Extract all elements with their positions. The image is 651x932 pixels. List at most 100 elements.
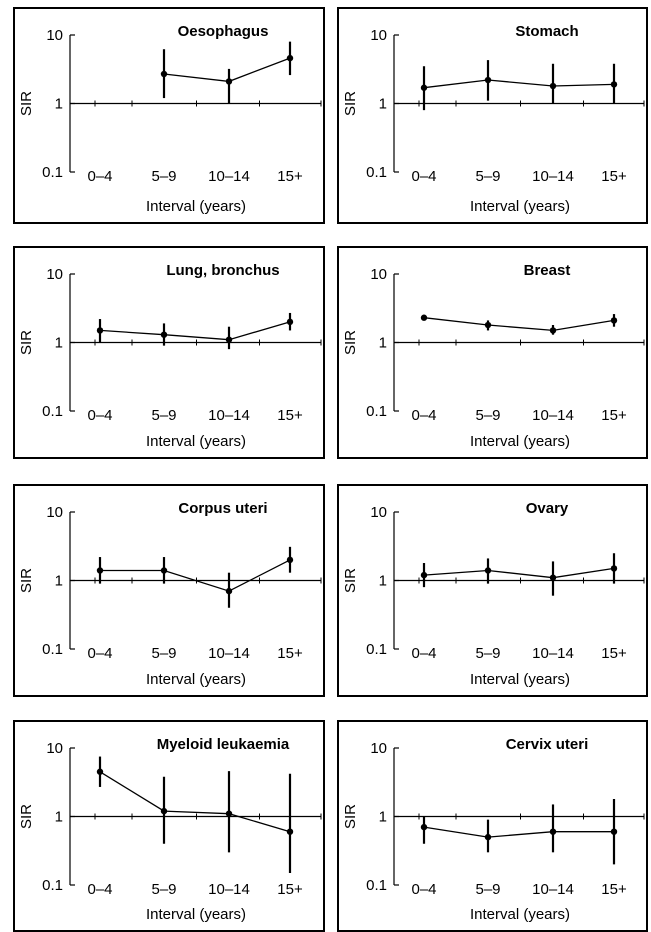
y-tick-label: 10 [46, 504, 63, 521]
x-tick-label: 10–14 [532, 407, 574, 424]
y-tick-label: 0.1 [366, 641, 387, 658]
y-tick-label: 1 [379, 335, 387, 352]
y-axis-label: SIR [342, 91, 359, 116]
y-tick-label: 0.1 [42, 164, 63, 181]
chart-title: Corpus uteri [178, 500, 267, 517]
chart-title: Oesophagus [178, 23, 269, 40]
x-axis-label: Interval (years) [470, 433, 570, 450]
y-tick-label: 1 [55, 573, 63, 590]
y-tick-label: 10 [370, 266, 387, 283]
data-point [286, 828, 294, 835]
x-tick-label: 15+ [601, 645, 627, 662]
x-tick-label: 0–4 [411, 645, 436, 662]
x-tick-label: 10–14 [208, 168, 250, 185]
data-point [160, 70, 168, 78]
y-tick-label: 0.1 [366, 877, 387, 894]
chart-panel-8: 0.1 1 10 SIR Cervix uteri 0–4 5–9 10–14 15+ Inter… [337, 720, 648, 932]
panel-border [337, 484, 648, 697]
chart-title: Lung, bronchus [166, 262, 279, 279]
y-tick-label: 0.1 [42, 641, 63, 658]
x-tick-label: 10–14 [532, 881, 574, 898]
y-tick-label: 0.1 [366, 403, 387, 420]
series-line [423, 317, 615, 332]
data-point [225, 78, 233, 85]
chart-panel-6: 0.1 1 10 SIR Ovary 0–4 5–9 10–14 15+ Interval (ye… [337, 484, 648, 697]
data-point [225, 587, 233, 595]
x-axis-label: Interval (years) [146, 433, 246, 450]
y-tick-label: 1 [55, 335, 63, 352]
x-tick-label: 15+ [601, 168, 627, 185]
x-tick-label: 5–9 [475, 881, 500, 898]
series-line [99, 771, 291, 833]
x-tick-label: 10–14 [208, 881, 250, 898]
x-tick-label: 10–14 [532, 168, 574, 185]
x-tick-label: 10–14 [208, 645, 250, 662]
data-point [225, 336, 233, 343]
series-line [100, 559, 291, 592]
x-tick-label: 5–9 [475, 407, 500, 424]
x-axis-label: Interval (years) [470, 671, 570, 688]
series-line [423, 826, 614, 838]
y-tick-label: 10 [46, 740, 63, 757]
data-point [610, 81, 618, 88]
y-axis-label: SIR [342, 804, 359, 829]
y-axis-label: SIR [18, 330, 35, 355]
x-tick-label: 5–9 [151, 407, 176, 424]
panel-border [13, 484, 325, 697]
chart-panel-7: 0.1 1 10 SIR Myeloid leukaemia 0–4 5–9 10–14 15+… [13, 720, 325, 932]
x-tick-label: 0–4 [87, 881, 112, 898]
y-tick-label: 10 [46, 266, 63, 283]
data-point [96, 768, 104, 775]
x-tick-label: 15+ [277, 645, 303, 662]
x-tick-label: 0–4 [411, 168, 436, 185]
y-tick-label: 0.1 [42, 403, 63, 420]
series-line [423, 567, 615, 579]
y-tick-label: 10 [370, 27, 387, 44]
data-point [225, 810, 233, 817]
chart-panel-5: 0.1 1 10 SIR Corpus uteri 0–4 5–9 10–14 15+ Inter… [13, 484, 325, 697]
x-tick-label: 15+ [601, 407, 627, 424]
data-point [96, 327, 104, 334]
y-tick-label: 0.1 [42, 877, 63, 894]
x-axis-label: Interval (years) [470, 198, 570, 215]
x-tick-label: 5–9 [475, 168, 500, 185]
x-tick-label: 0–4 [411, 407, 436, 424]
x-tick-label: 15+ [601, 881, 627, 898]
x-tick-label: 5–9 [151, 168, 176, 185]
data-point [610, 317, 618, 324]
panel-border [13, 246, 325, 459]
data-point [420, 571, 428, 579]
y-axis-label: SIR [18, 804, 35, 829]
chart-title: Ovary [526, 500, 569, 517]
panel-border [337, 246, 648, 459]
x-tick-label: 0–4 [411, 881, 436, 898]
data-point [484, 321, 492, 329]
data-point [610, 565, 618, 572]
series-line [163, 57, 291, 83]
data-point [286, 54, 294, 62]
data-point [420, 84, 428, 91]
series-line [423, 79, 615, 89]
chart-title: Cervix uteri [506, 736, 589, 753]
panel-border [13, 7, 325, 224]
x-tick-label: 0–4 [87, 407, 112, 424]
x-tick-label: 15+ [277, 407, 303, 424]
y-axis-label: SIR [342, 330, 359, 355]
chart-panel-4: 0.1 1 10 SIR Breast 0–4 5–9 10–14 15+ Interval (y… [337, 246, 648, 459]
data-point [484, 76, 492, 84]
x-axis-label: Interval (years) [146, 906, 246, 923]
data-point [484, 567, 492, 574]
series-line [99, 321, 291, 341]
y-axis-label: SIR [18, 568, 35, 593]
x-axis-label: Interval (years) [146, 198, 246, 215]
x-tick-label: 5–9 [151, 881, 176, 898]
y-tick-label: 1 [55, 96, 63, 113]
panel-border [13, 720, 325, 932]
y-tick-label: 1 [379, 573, 387, 590]
data-point [549, 574, 557, 581]
data-point [160, 331, 168, 338]
panel-border [337, 7, 648, 224]
y-tick-label: 1 [55, 809, 63, 826]
chart-panel-2: 0.1 1 10 SIR Stomach 0–4 5–9 10–14 15+ Interval (… [337, 7, 648, 224]
